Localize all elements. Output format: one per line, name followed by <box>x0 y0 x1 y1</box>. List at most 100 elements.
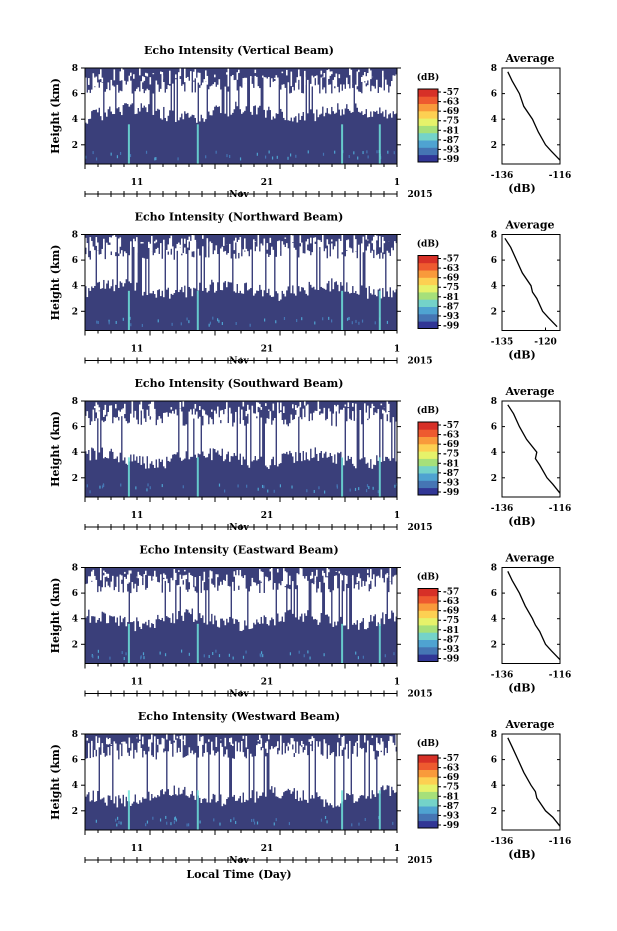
gap-column <box>113 86 116 115</box>
gap-column <box>172 246 174 295</box>
gap-speckle <box>238 239 240 253</box>
gap-column <box>326 81 329 109</box>
gap-column <box>292 749 294 792</box>
gap-column <box>245 248 248 283</box>
gap-column <box>329 592 332 624</box>
gap-column <box>373 258 375 290</box>
gap-column <box>292 581 294 614</box>
echo-speckle <box>159 818 162 822</box>
gap-column <box>167 85 170 116</box>
echo-spike <box>196 790 199 830</box>
month-label: Nov <box>229 690 249 700</box>
colorbar-tick-label: -87 <box>443 136 459 146</box>
colorbar-unit: (dB) <box>417 405 439 416</box>
gap-column <box>305 576 308 616</box>
echo-speckle <box>275 320 277 324</box>
gap-column <box>374 412 377 466</box>
gap-column <box>112 247 114 280</box>
gap-column <box>307 755 309 803</box>
profile-y-tick-label: 4 <box>491 781 497 791</box>
gap-speckle <box>382 70 384 83</box>
echo-spike <box>127 623 130 664</box>
profile-x-tick-label: -116 <box>549 671 572 681</box>
gap-column <box>374 586 377 615</box>
gap-column <box>202 580 204 616</box>
gap-column <box>359 410 362 460</box>
gap-column <box>218 79 221 107</box>
gap-speckle <box>178 570 180 572</box>
gap-column <box>358 91 360 112</box>
gap-column <box>104 91 107 113</box>
gap-speckle <box>190 409 192 414</box>
profile-y-tick-label: 8 <box>491 564 497 574</box>
gap-speckle <box>202 409 204 416</box>
gap-speckle <box>283 406 285 413</box>
gap-column <box>260 244 263 290</box>
colorbar-segment <box>418 784 438 792</box>
gap-column <box>182 84 185 120</box>
colorbar-tick-label: -93 <box>443 645 459 655</box>
gap-column <box>286 746 288 791</box>
gap-column <box>88 743 90 793</box>
echo-speckle <box>372 486 374 490</box>
gap-column <box>266 78 269 111</box>
profile-x-tick-label: -136 <box>491 837 514 847</box>
gap-column <box>296 407 299 462</box>
gap-speckle <box>125 743 128 751</box>
gap-column <box>317 409 320 461</box>
gap-speckle <box>214 410 216 420</box>
gap-column <box>280 585 282 622</box>
gap-column <box>142 757 144 798</box>
gap-column <box>241 256 243 294</box>
gap-speckle <box>152 576 155 580</box>
gap-column <box>191 575 194 609</box>
gap-column <box>142 257 144 296</box>
gap-column <box>382 258 384 288</box>
gap-speckle <box>113 741 116 751</box>
echo-speckle <box>348 316 350 320</box>
echo-speckle <box>246 484 248 488</box>
gap-speckle <box>226 574 228 579</box>
gap-column <box>95 76 98 110</box>
gap-speckle <box>119 574 122 583</box>
echo-speckle <box>262 654 264 658</box>
gap-column <box>335 756 338 807</box>
gap-column <box>259 88 261 106</box>
gap-column <box>217 254 219 283</box>
gap-column <box>190 240 192 289</box>
gap-column <box>103 575 105 613</box>
echo-speckle <box>358 822 360 826</box>
gap-speckle <box>118 410 120 417</box>
gap-column <box>275 75 278 114</box>
gap-column <box>104 587 107 614</box>
gap-column <box>188 411 191 460</box>
echo-speckle <box>226 154 228 158</box>
gap-column <box>215 245 218 291</box>
gap-column <box>344 256 347 292</box>
gap-speckle <box>110 237 113 252</box>
colorbar-segment <box>418 755 438 763</box>
gap-column <box>184 425 186 459</box>
gap-speckle <box>367 569 369 574</box>
gap-column <box>317 588 320 625</box>
gap-column <box>269 87 272 111</box>
gap-column <box>88 257 90 289</box>
gap-column <box>299 246 302 292</box>
gap-speckle <box>149 739 152 751</box>
gap-column <box>107 747 110 796</box>
gap-column <box>274 583 276 626</box>
gap-speckle <box>253 239 255 249</box>
gap-column <box>128 755 131 802</box>
month-label: Nov <box>229 856 249 866</box>
gap-column <box>107 585 110 624</box>
echo-speckle <box>351 823 353 827</box>
gap-column <box>325 248 327 290</box>
gap-column <box>377 756 380 794</box>
echo-speckle <box>242 655 245 659</box>
gap-column <box>365 581 368 630</box>
gap-speckle <box>106 573 108 577</box>
gap-speckle <box>235 237 237 243</box>
gap-column <box>332 249 335 290</box>
gap-column <box>196 592 198 621</box>
colorbar-segment <box>418 798 438 807</box>
